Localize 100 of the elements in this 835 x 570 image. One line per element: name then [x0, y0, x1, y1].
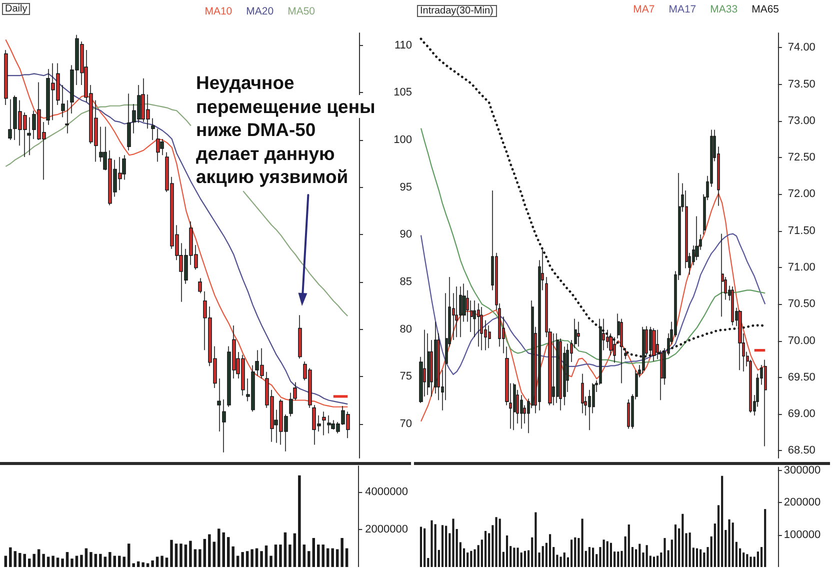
bar	[750, 556, 752, 567]
y-tick-label: 105	[394, 86, 412, 99]
bar	[516, 548, 519, 567]
text: MA20	[246, 6, 274, 18]
bar	[336, 549, 339, 567]
bar	[664, 538, 666, 567]
bar	[226, 537, 230, 567]
candlestick	[581, 373, 584, 414]
bar	[284, 532, 287, 567]
line-series	[420, 233, 766, 376]
bar	[441, 525, 444, 567]
y-tick-label: 200000	[784, 496, 821, 509]
bar	[203, 538, 206, 567]
bar	[14, 551, 17, 567]
bar	[241, 552, 244, 567]
bar	[250, 549, 254, 567]
bar	[28, 558, 31, 567]
y-tick-label: 73.50	[788, 78, 816, 90]
bar	[534, 512, 537, 567]
candlestick	[65, 100, 69, 134]
y-tick-label: 70.50	[788, 298, 816, 310]
candlestick	[127, 93, 131, 151]
y-tick-label: 95	[400, 181, 412, 194]
candlestick	[27, 116, 31, 156]
bar	[548, 534, 552, 567]
bar	[474, 549, 476, 567]
bar	[108, 552, 112, 567]
y-tick-label: 72.00	[788, 188, 816, 200]
bar	[638, 544, 641, 567]
candlestick	[731, 286, 734, 326]
bar	[9, 547, 12, 567]
y-tick-label: 300000	[784, 464, 821, 476]
candlestick	[4, 50, 8, 106]
y-tick-label: 72.50	[788, 152, 816, 164]
bar	[84, 548, 88, 567]
chart-title: Daily	[5, 4, 28, 14]
y-tick-label: 2000000	[365, 524, 408, 536]
candlestick	[293, 382, 297, 401]
bar	[52, 556, 54, 567]
bar	[592, 548, 594, 567]
bar	[452, 518, 454, 567]
bar	[70, 558, 74, 567]
bar	[732, 522, 734, 567]
bar	[104, 556, 107, 567]
bar	[279, 544, 282, 567]
bar	[180, 544, 182, 567]
candlestick	[156, 128, 160, 162]
candlestick	[455, 286, 458, 338]
y-tick-label: 110	[394, 39, 412, 52]
text: MA10	[204, 6, 232, 18]
candlestick	[151, 118, 155, 140]
bar	[646, 545, 648, 567]
line-series	[420, 128, 766, 364]
text: MA33	[710, 4, 738, 16]
bar	[274, 544, 278, 567]
y-tick-label: 100000	[784, 528, 821, 541]
bar	[156, 556, 159, 567]
candlestick	[480, 306, 483, 351]
candlestick	[217, 378, 221, 432]
y-tick-label: 75	[400, 370, 412, 383]
bar	[700, 549, 702, 567]
bar	[37, 549, 40, 567]
bar	[434, 524, 436, 567]
bar	[302, 544, 306, 567]
candlestick	[222, 398, 226, 453]
candlestick	[764, 359, 767, 447]
bar	[513, 548, 516, 567]
candlestick	[327, 415, 331, 434]
bar	[32, 554, 36, 567]
candlestick	[577, 321, 580, 348]
y-tick-label: 80	[400, 323, 412, 336]
bar	[728, 519, 730, 567]
bar	[742, 552, 745, 567]
bar	[570, 540, 573, 567]
bar	[270, 556, 272, 567]
bar	[198, 549, 202, 567]
y-tick-label: 70	[400, 418, 412, 430]
y-tick-label: 69.00	[788, 408, 816, 420]
bar	[94, 554, 98, 567]
bar	[232, 546, 234, 567]
bar	[255, 548, 258, 567]
bar	[132, 563, 135, 567]
bar	[674, 524, 677, 567]
bar	[652, 556, 656, 567]
bar	[696, 548, 698, 567]
bar	[326, 548, 330, 567]
candlestick	[198, 278, 202, 294]
text: MA17	[668, 4, 696, 16]
bar	[293, 533, 296, 567]
bar	[424, 528, 426, 567]
candlestick	[8, 98, 12, 140]
bar	[498, 518, 501, 567]
bar	[151, 560, 154, 567]
bar	[331, 548, 334, 567]
bar	[61, 558, 64, 567]
bar	[746, 554, 748, 567]
bar	[682, 514, 684, 567]
bar	[66, 552, 69, 567]
bar	[142, 562, 144, 567]
bar	[617, 552, 620, 567]
